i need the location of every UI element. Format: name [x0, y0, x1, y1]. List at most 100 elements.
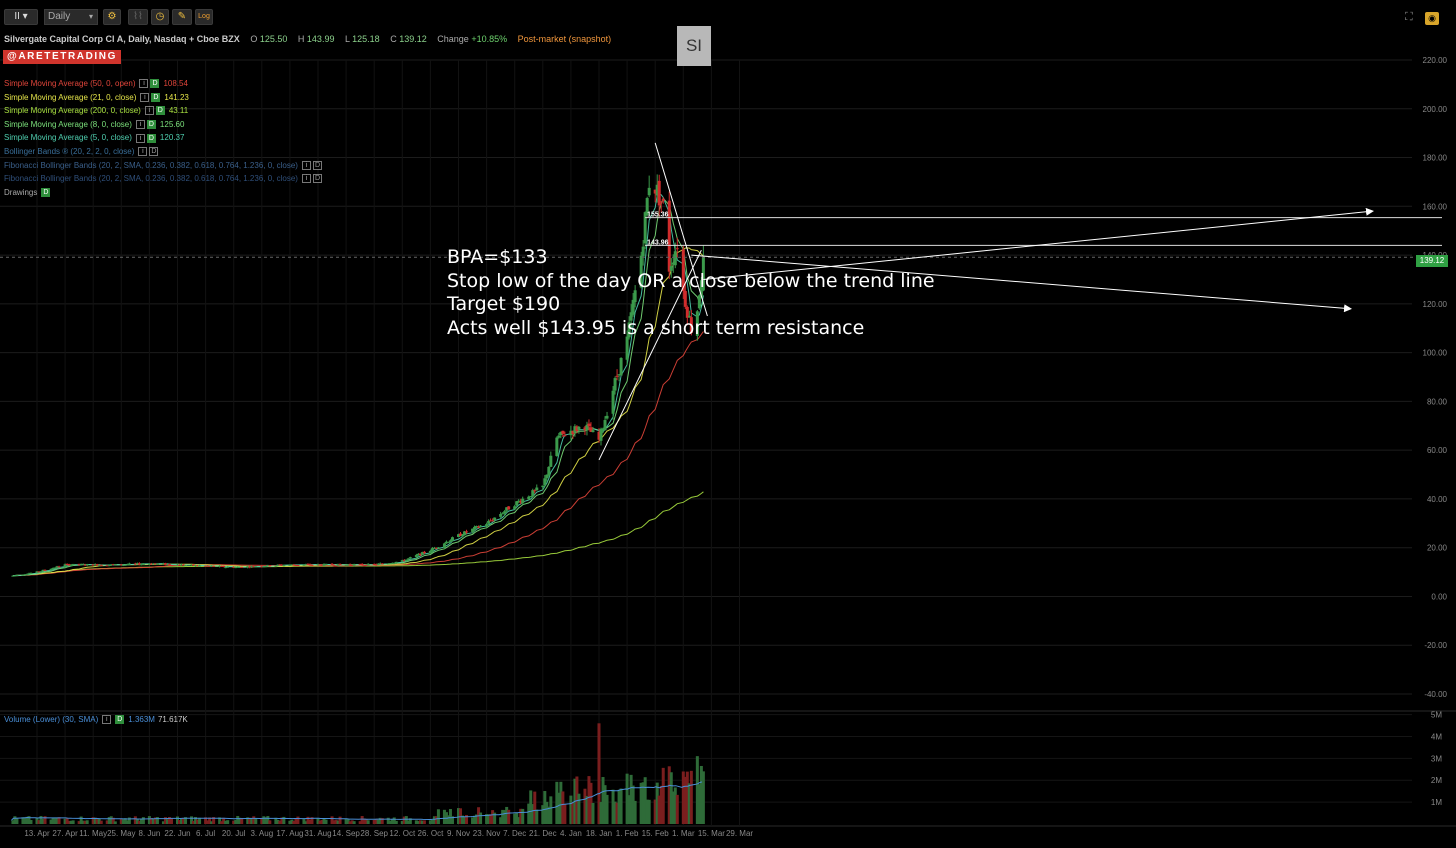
candle-body — [599, 428, 603, 441]
info-icon[interactable]: i — [301, 174, 311, 184]
volume-bar — [165, 819, 169, 824]
volume-bar — [192, 820, 196, 824]
volume-bar — [121, 819, 125, 824]
candle-body — [364, 564, 368, 566]
candle-body — [190, 564, 194, 566]
volume-bar — [364, 819, 368, 824]
candle-body — [210, 565, 214, 567]
candle-body — [641, 246, 645, 257]
volume-bar — [430, 819, 434, 824]
price-tick-label: 220.00 — [1423, 56, 1448, 65]
ticker-symbol: SI — [677, 26, 711, 66]
expand-icon[interactable]: ⛶ — [1405, 11, 1413, 23]
volume-bar — [450, 816, 454, 824]
candle-body — [262, 566, 266, 568]
study-toggle-badge[interactable]: D — [312, 160, 322, 170]
volume-bar — [473, 815, 477, 824]
settings-button[interactable]: ⚙ — [103, 9, 121, 25]
study-toggle-badge[interactable]: D — [312, 174, 322, 184]
candle-body — [695, 311, 699, 336]
log-scale-button[interactable]: Log — [195, 9, 213, 25]
volume-bar — [77, 821, 81, 824]
date-tick-label: 17. Aug — [276, 829, 303, 838]
candle-body — [513, 506, 517, 510]
chart-type-button[interactable]: II ▾ — [4, 9, 38, 25]
volume-bar — [657, 795, 661, 824]
volume-bar — [254, 818, 258, 824]
volume-bar — [252, 816, 256, 824]
volume-bar — [549, 796, 553, 824]
chevron-down-icon: ▾ — [88, 12, 93, 21]
candle-body — [655, 184, 659, 196]
study-row[interactable]: Simple Moving Average (50, 0, open) i D 108… — [4, 77, 326, 91]
info-icon[interactable]: i — [301, 160, 311, 170]
candle-body — [699, 280, 703, 298]
info-icon[interactable]: i — [138, 147, 148, 157]
candle-body — [151, 563, 155, 565]
study-row[interactable]: Fibonacci Bollinger Bands (20, 2, SMA, 0… — [4, 159, 326, 173]
info-icon[interactable]: i — [135, 120, 145, 130]
high-number: 143.99 — [306, 34, 335, 44]
info-icon[interactable]: i — [102, 715, 112, 724]
candle-body — [390, 563, 394, 565]
clock-button[interactable]: ◷ — [151, 9, 169, 25]
volume-bar — [282, 816, 286, 824]
study-row[interactable]: Drawings D — [4, 186, 326, 200]
volume-badge[interactable]: D — [115, 715, 125, 724]
volume-bar — [334, 819, 338, 824]
volume-bar — [41, 818, 45, 824]
volume-bar — [11, 820, 15, 824]
candle-body — [569, 430, 573, 436]
candle-body — [362, 565, 366, 567]
interval-select[interactable]: Daily ▾ — [44, 9, 98, 25]
info-icon[interactable]: i — [140, 92, 150, 102]
study-toggle-badge[interactable]: D — [151, 92, 161, 102]
candle-body — [246, 566, 250, 568]
candle-body — [178, 564, 182, 566]
study-toggle-badge[interactable]: D — [150, 79, 160, 89]
candle-body — [65, 564, 69, 566]
volume-bar — [489, 814, 493, 824]
volume-bar — [647, 799, 651, 824]
volume-bar — [238, 817, 242, 824]
candle-body — [137, 563, 141, 565]
high-label: H — [297, 34, 305, 44]
volume-bar — [246, 817, 250, 824]
study-toggle-badge[interactable]: D — [41, 188, 51, 198]
volume-bar — [290, 819, 294, 824]
candle-body — [93, 564, 97, 566]
date-tick-label: 6. Jul — [196, 829, 215, 838]
volume-bar — [232, 820, 236, 824]
info-icon[interactable]: i — [144, 106, 154, 116]
info-icon[interactable]: i — [135, 133, 145, 143]
candle-body — [613, 378, 617, 391]
volume-bar — [133, 816, 137, 824]
study-toggle-badge[interactable]: D — [146, 120, 156, 130]
volume-bar — [99, 820, 103, 824]
falling-trend-line — [654, 142, 708, 317]
study-row[interactable]: Simple Moving Average (200, 0, close) i D 4… — [4, 104, 326, 118]
candle-body — [278, 564, 282, 566]
study-toggle-badge[interactable]: D — [146, 133, 156, 143]
candle-body — [350, 564, 354, 566]
candle-body — [491, 520, 495, 522]
study-row[interactable]: Simple Moving Average (21, 0, close) i D 14… — [4, 91, 326, 105]
study-name: Simple Moving Average (8, 0, close) — [4, 119, 132, 129]
study-value: 141.23 — [164, 92, 189, 102]
camera-icon[interactable]: ◉ — [1425, 12, 1439, 25]
study-toggle-badge[interactable]: D — [149, 147, 159, 157]
study-row[interactable]: Simple Moving Average (5, 0, close) i D 120… — [4, 131, 326, 145]
info-icon[interactable]: i — [139, 79, 149, 89]
volume-bar — [378, 817, 382, 824]
study-row[interactable]: Fibonacci Bollinger Bands (20, 2, SMA, 0… — [4, 172, 326, 186]
study-toggle-badge[interactable]: D — [155, 106, 165, 116]
study-row[interactable]: Simple Moving Average (8, 0, close) i D 125… — [4, 118, 326, 132]
study-row[interactable]: Bollinger Bands ® (20, 2, 2, 0, close) i D — [4, 145, 326, 159]
resistance-level-label: 155.36 — [647, 212, 669, 219]
date-tick-label: 26. Oct — [418, 829, 445, 838]
drawing-tool-button[interactable]: ✎ — [172, 9, 192, 25]
volume-bar — [310, 817, 314, 824]
studies-button[interactable]: ⌇⌇ — [128, 9, 148, 25]
volume-bar — [222, 817, 226, 824]
